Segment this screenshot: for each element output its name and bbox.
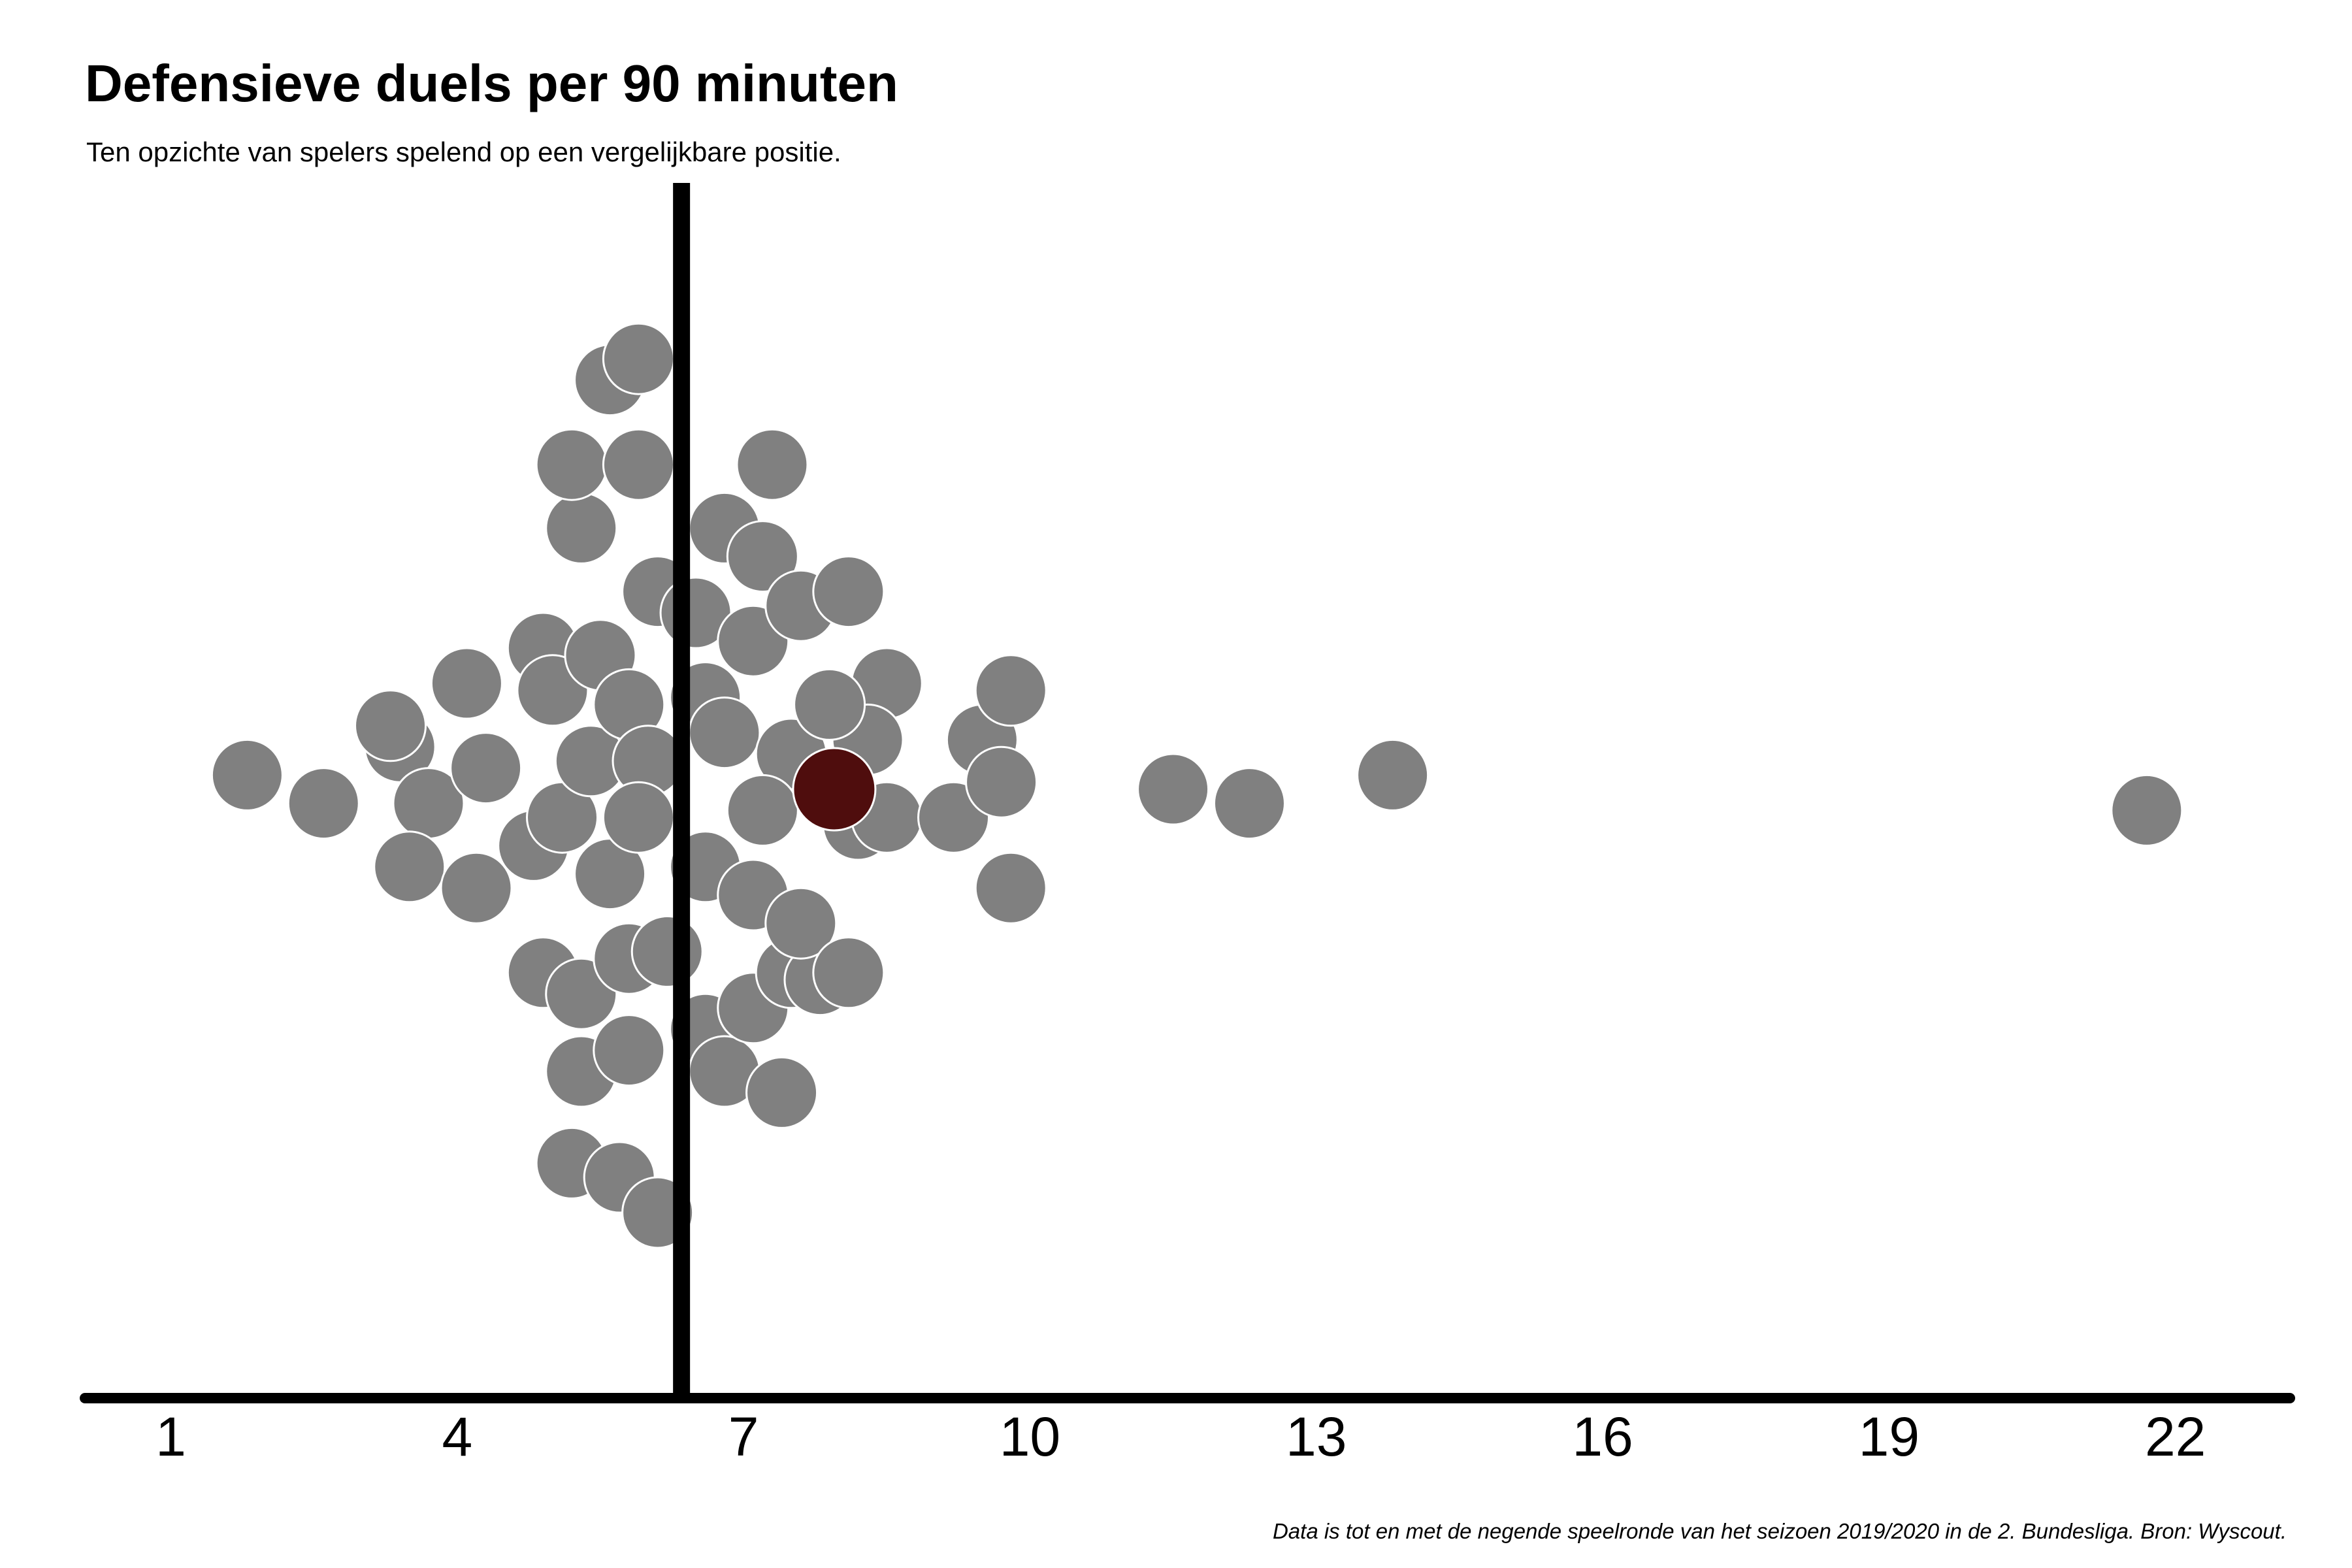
x-tick-label: 16 [1572,1406,1633,1467]
player-point [812,555,885,629]
player-point [1137,753,1210,826]
player-point [602,781,675,854]
player-point [593,1014,666,1087]
player-point [688,696,761,770]
player-point [210,738,284,811]
player-point [545,491,618,564]
chart-caption: Data is tot en met de negende speelronde… [1273,1519,2287,1543]
points-layer [210,322,2183,1249]
x-tick-label: 10 [1000,1406,1060,1467]
x-tick-label: 1 [155,1406,186,1467]
player-point [745,1056,819,1129]
x-tick-label: 7 [728,1406,759,1467]
chart-subtitle: Ten opzichte van spelers spelend op een … [86,137,841,167]
player-point [602,322,675,395]
player-point [1213,767,1286,840]
player-point [812,936,885,1009]
player-point [354,689,427,762]
x-axis: 1 4 7 10 13 16 19 22 [80,1393,2295,1467]
player-point [736,428,809,501]
player-point [602,428,675,501]
player-point [287,767,360,840]
player-point [535,428,608,501]
x-tick-label: 13 [1286,1406,1347,1467]
player-point [793,668,866,741]
player-point [726,774,799,847]
chart-title: Defensieve duels per 90 minuten [85,54,898,112]
player-point [974,654,1047,727]
player-point [430,647,503,720]
player-point [449,732,523,805]
player-point [1356,738,1429,811]
player-point [373,830,446,904]
player-point [630,915,704,988]
x-tick-label: 19 [1859,1406,1919,1467]
x-tick-label: 22 [2145,1406,2206,1467]
highlighted-player-point [792,747,877,832]
x-tick-label: 4 [442,1406,472,1467]
player-point [2110,774,2183,847]
player-point [440,851,513,924]
player-point [764,887,838,960]
player-point [726,520,799,593]
player-point [965,745,1038,819]
player-point [974,851,1047,924]
